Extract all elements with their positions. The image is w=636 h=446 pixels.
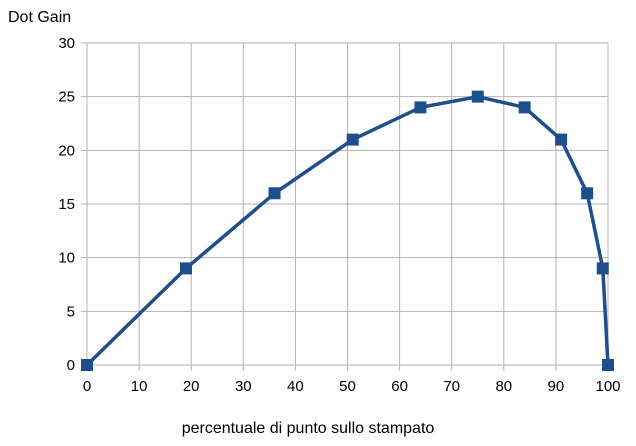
x-tick-label: 40 xyxy=(287,378,304,395)
x-tick-label: 100 xyxy=(595,378,620,395)
x-tick-label: 70 xyxy=(443,378,460,395)
data-point xyxy=(471,90,484,103)
y-tick-label: 0 xyxy=(67,357,75,374)
y-tick-label: 25 xyxy=(58,89,75,106)
y-tick-label: 5 xyxy=(67,303,75,320)
data-point xyxy=(414,101,427,114)
x-axis-ticks: 0 10 20 30 40 50 60 70 80 90 100 xyxy=(83,378,621,395)
grid xyxy=(81,42,609,371)
x-tick-label: 30 xyxy=(235,378,252,395)
data-point xyxy=(555,133,568,146)
y-tick-label: 20 xyxy=(58,142,75,159)
data-point xyxy=(596,262,609,275)
y-axis-ticks: 0 5 10 15 20 25 30 xyxy=(58,35,75,374)
data-point xyxy=(518,101,531,114)
series-layer xyxy=(81,90,614,371)
x-tick-label: 20 xyxy=(183,378,200,395)
x-tick-label: 50 xyxy=(339,378,356,395)
y-tick-label: 15 xyxy=(58,196,75,213)
data-point xyxy=(581,187,594,200)
y-tick-label: 10 xyxy=(58,250,75,267)
data-point xyxy=(268,187,281,200)
data-point xyxy=(179,262,192,275)
x-tick-label: 0 xyxy=(83,378,91,395)
x-tick-label: 10 xyxy=(131,378,148,395)
data-point xyxy=(346,133,359,146)
y-tick-label: 30 xyxy=(58,35,75,52)
x-tick-label: 80 xyxy=(495,378,512,395)
data-point xyxy=(602,359,614,371)
x-tick-label: 90 xyxy=(548,378,565,395)
x-axis-title: percentuale di punto sullo stampato xyxy=(182,420,435,437)
x-tick-label: 60 xyxy=(391,378,408,395)
y-axis-title: Dot Gain xyxy=(8,9,71,26)
data-point xyxy=(81,359,93,371)
